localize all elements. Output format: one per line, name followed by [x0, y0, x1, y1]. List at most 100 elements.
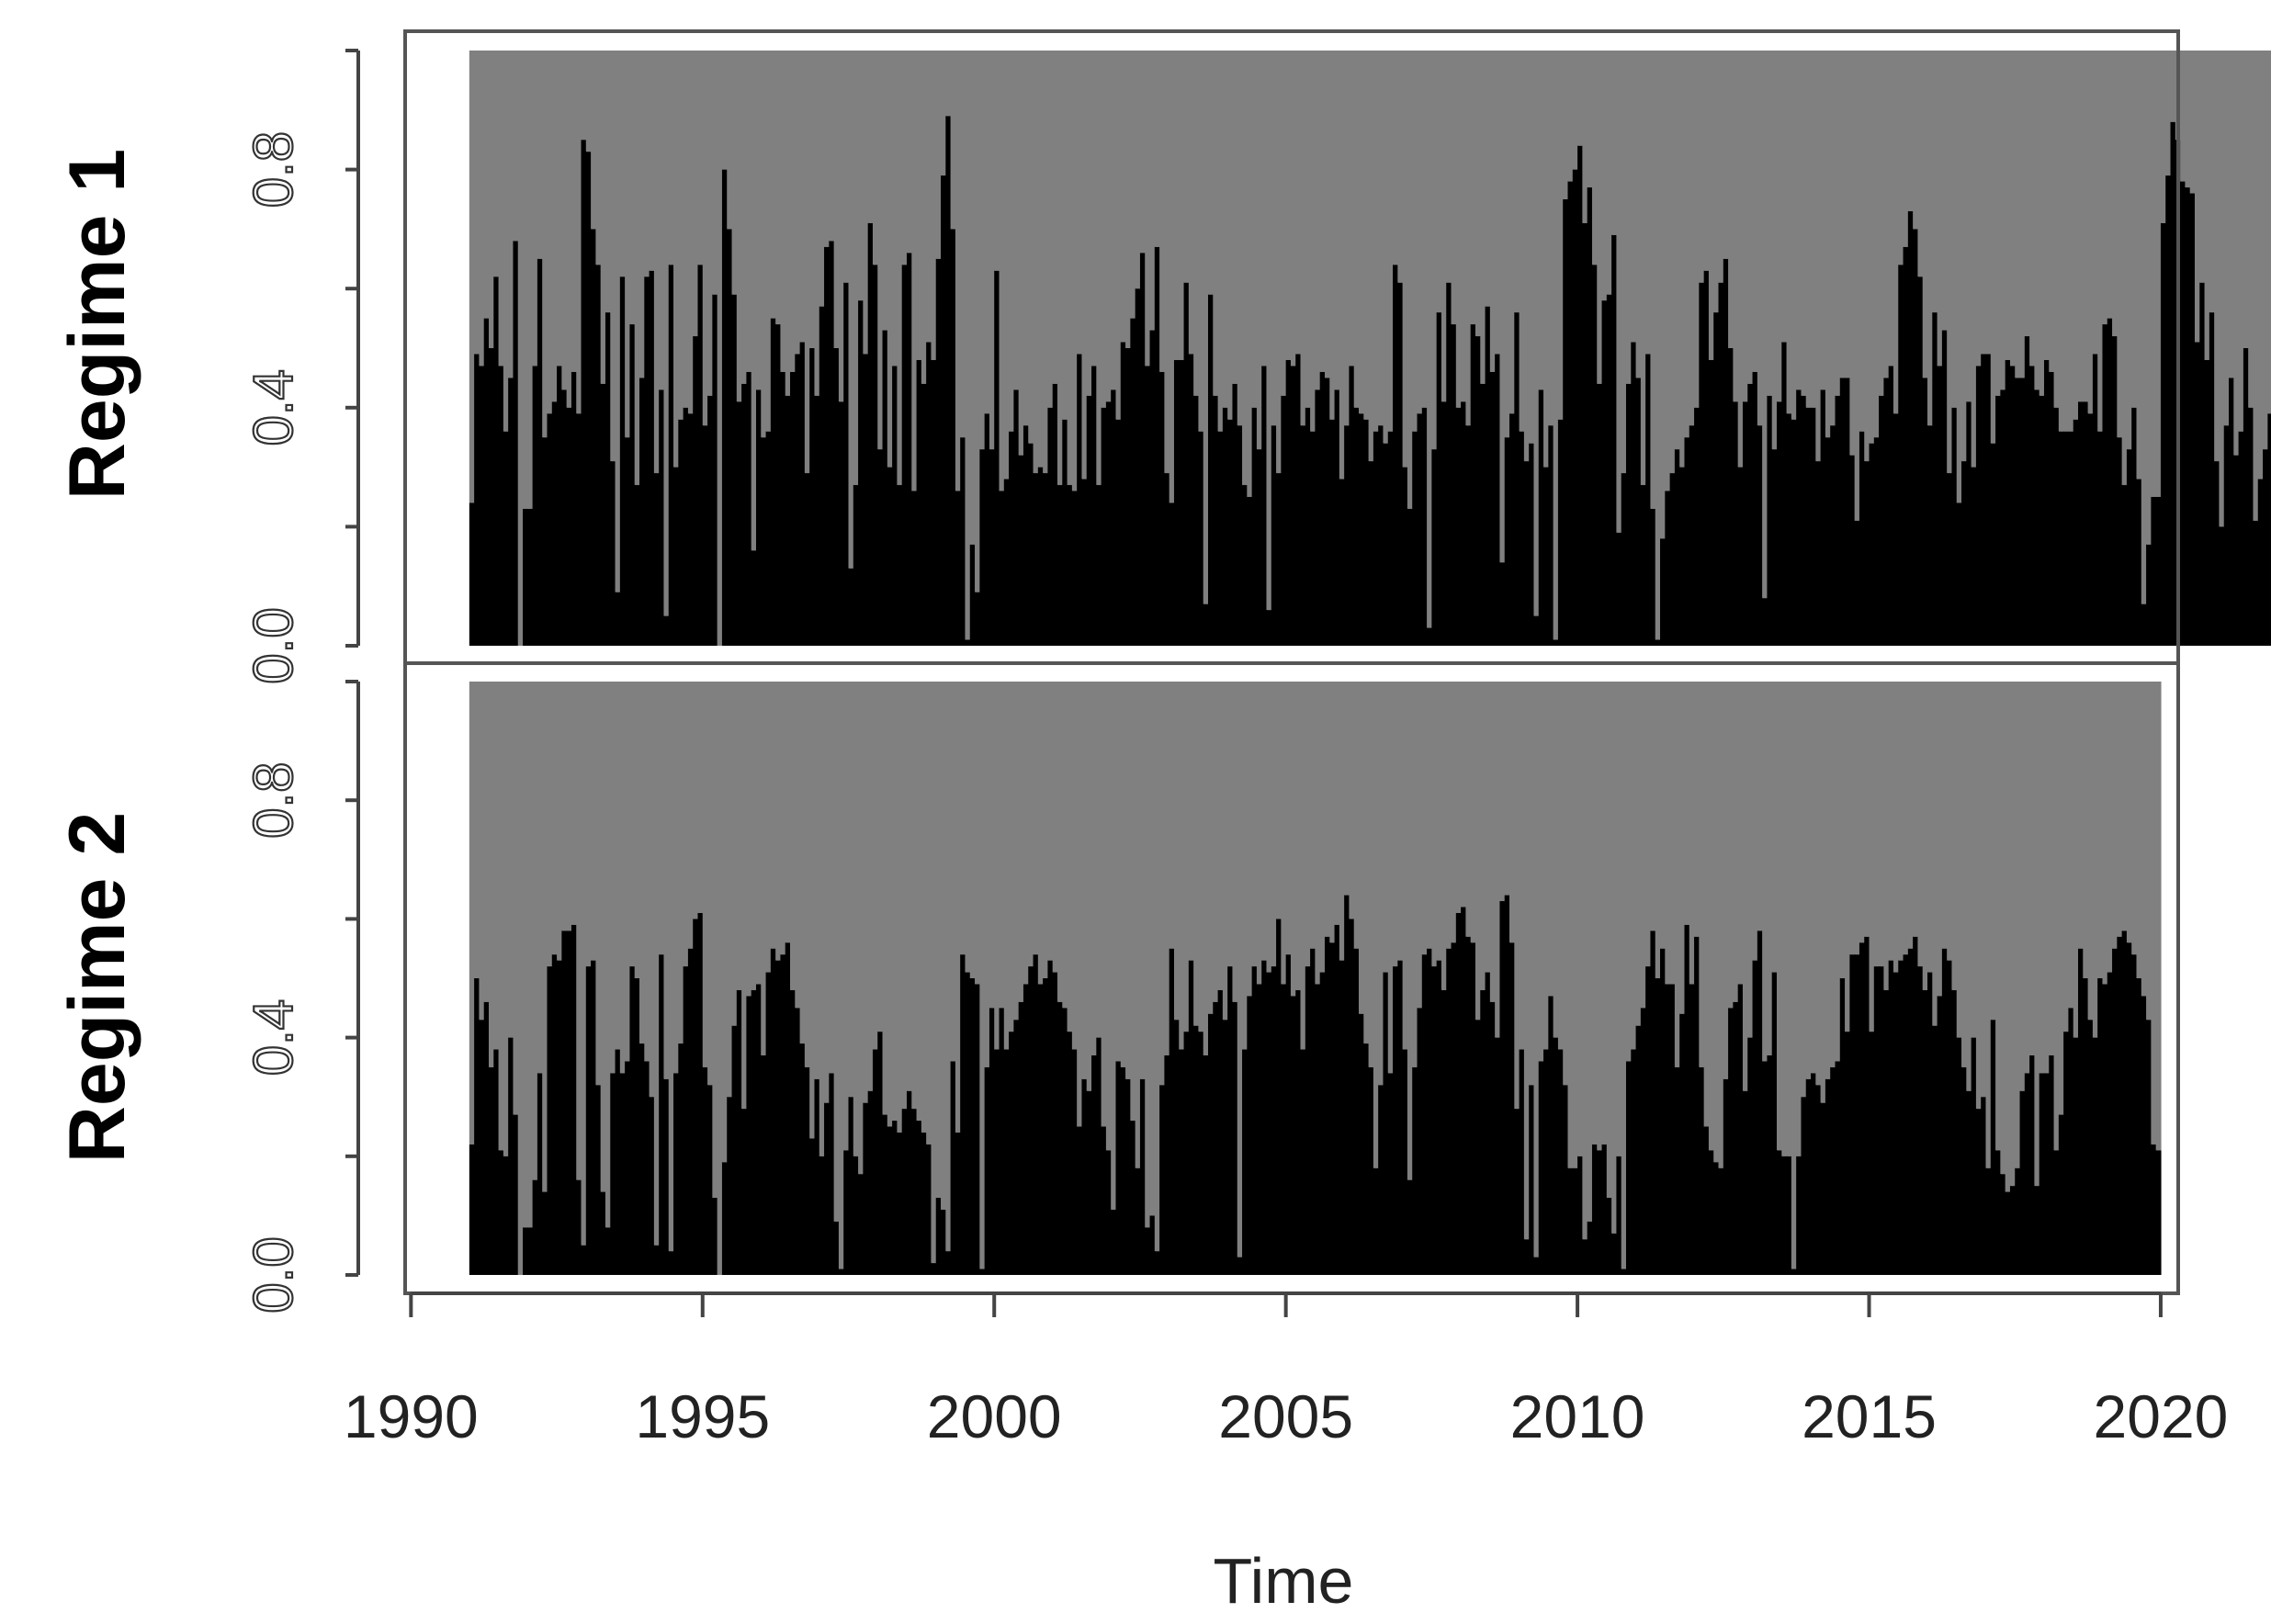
regime-2-probability-bar — [1703, 1126, 1710, 1275]
regime-2-complement-bar — [1830, 682, 1836, 1067]
regime-2-complement-bar — [1368, 682, 1374, 1067]
regime-2-probability-bar — [1363, 1043, 1370, 1275]
regime-1-y-tick-label: 0.8 — [243, 131, 304, 208]
regime-1-probability-bar — [668, 265, 674, 646]
regime-1-probability-bar — [916, 359, 922, 646]
regime-2-complement-bar — [721, 682, 728, 1163]
regime-1-probability-bar — [2233, 455, 2240, 646]
regime-2-complement-bar — [1791, 682, 1797, 1269]
regime-2-complement-bar — [1947, 682, 1953, 961]
regime-1-complement-bar — [1747, 51, 1754, 384]
regime-2-complement-bar — [2151, 682, 2157, 1145]
regime-2-complement-bar — [994, 682, 1000, 1050]
regime-2-probability-bar — [2117, 936, 2123, 1275]
regime-2-complement-bar — [474, 682, 480, 978]
regime-2-probability-bar — [1417, 1008, 1423, 1275]
regime-1-complement-bar — [1640, 51, 1646, 486]
regime-1-probability-bar — [1845, 378, 1850, 646]
regime-2-complement-bar — [1597, 682, 1603, 1151]
regime-1-probability-bar — [1611, 234, 1618, 646]
regime-1-probability-bar — [1271, 425, 1277, 646]
regime-2-complement-bar — [1932, 682, 1938, 1026]
regime-2-complement-bar — [829, 682, 835, 1074]
regime-1-probability-bar — [1086, 395, 1092, 646]
regime-1-complement-bar — [2155, 51, 2162, 497]
regime-1-complement-bar — [1451, 51, 1457, 325]
regime-2-complement-bar — [2005, 682, 2011, 1192]
regime-2-complement-bar — [799, 682, 806, 1044]
regime-1-complement-bar — [610, 51, 616, 462]
regime-1-probability-bar — [955, 491, 961, 646]
regime-2-complement-bar — [1854, 682, 1860, 955]
regime-2-probability-bar — [1455, 912, 1462, 1275]
regime-1-complement-bar — [1563, 51, 1569, 199]
regime-2-probability-bar — [1591, 1144, 1598, 1275]
regime-2-complement-bar — [1397, 682, 1404, 961]
regime-1-probability-bar — [1489, 371, 1496, 646]
regime-2-complement-bar — [1145, 682, 1151, 1228]
regime-1-probability-bar — [838, 401, 844, 646]
regime-2-complement-bar — [1062, 682, 1068, 1009]
regime-2-probability-bar — [1913, 936, 1919, 1275]
regime-2-complement-bar — [1975, 682, 1982, 1110]
regime-2-complement-bar — [1028, 682, 1034, 967]
regime-1-probability-bar — [1135, 288, 1141, 646]
regime-2-probability-bar — [2083, 978, 2089, 1275]
regime-1-complement-bar — [498, 51, 504, 367]
regime-2-complement-bar — [2155, 682, 2162, 1151]
regime-1-probability-bar — [1801, 395, 1807, 646]
regime-1-probability-bar — [1917, 276, 1924, 646]
regime-1-probability-bar — [1742, 401, 1748, 646]
regime-1-complement-bar — [1173, 51, 1180, 360]
regime-2-probability-bar — [790, 989, 796, 1275]
regime-1-probability-bar — [615, 592, 621, 646]
regime-1-probability-bar — [1830, 425, 1836, 646]
regime-1-probability-bar — [751, 550, 757, 646]
regime-1-probability-bar — [897, 485, 903, 646]
regime-1-probability-bar — [1645, 354, 1652, 646]
regime-2-complement-bar — [1203, 682, 1209, 1055]
regime-2-probability-bar — [2087, 1020, 2094, 1275]
regime-1-probability-bar — [1975, 366, 1982, 646]
regime-2-probability-bar — [1655, 978, 1661, 1275]
regime-1-complement-bar — [755, 51, 762, 390]
regime-2-complement-bar — [1344, 682, 1350, 896]
regime-2-complement-bar — [653, 682, 660, 1246]
regime-1-probability-bar — [1173, 359, 1180, 646]
regime-1-probability-bar — [687, 413, 694, 646]
regime-1-complement-bar — [1397, 51, 1404, 283]
regime-2-complement-bar — [911, 682, 918, 1110]
regime-2-probability-bar — [1640, 1008, 1646, 1275]
regime-2-probability-bar — [615, 1049, 621, 1275]
regime-2-complement-bar — [1139, 682, 1146, 1079]
regime-1-complement-bar — [877, 51, 884, 450]
regime-1-complement-bar — [1504, 51, 1510, 438]
regime-2-probability-bar — [2019, 1090, 2026, 1275]
regime-1-complement-bar — [668, 51, 674, 265]
regime-2-probability-bar — [1674, 1066, 1680, 1275]
regime-2-complement-bar — [1130, 682, 1136, 1122]
regime-1-probability-bar — [1023, 425, 1029, 646]
regime-2-probability-bar — [1480, 989, 1486, 1275]
regime-1-probability-bar — [994, 270, 1000, 646]
regime-2-bars — [469, 682, 2162, 1275]
regime-2-probability-bar — [1436, 960, 1442, 1275]
regime-2-complement-bar — [659, 682, 665, 955]
regime-2-complement-bar — [503, 682, 509, 1156]
regime-1-probability-bar — [736, 401, 742, 646]
regime-2-complement-bar — [1582, 682, 1588, 1240]
regime-1-probability-bar — [693, 336, 699, 646]
regime-1-probability-bar — [1631, 342, 1637, 646]
regime-1-probability-bar — [1665, 491, 1671, 646]
regime-2-probability-bar — [1485, 972, 1491, 1275]
regime-2-complement-bar — [483, 682, 490, 1002]
regime-2-probability-bar — [659, 954, 665, 1275]
regime-1-probability-bar — [1504, 437, 1510, 646]
regime-2-probability-bar — [1067, 1032, 1073, 1275]
regime-1-complement-bar — [1767, 51, 1773, 396]
regime-1-probability-bar — [1043, 473, 1049, 646]
regime-1-probability-bar — [1538, 389, 1544, 646]
regime-2-probability-bar — [1961, 1066, 1967, 1275]
regime-2-probability-bar — [741, 1109, 747, 1275]
regime-2-complement-bar — [731, 682, 738, 1026]
